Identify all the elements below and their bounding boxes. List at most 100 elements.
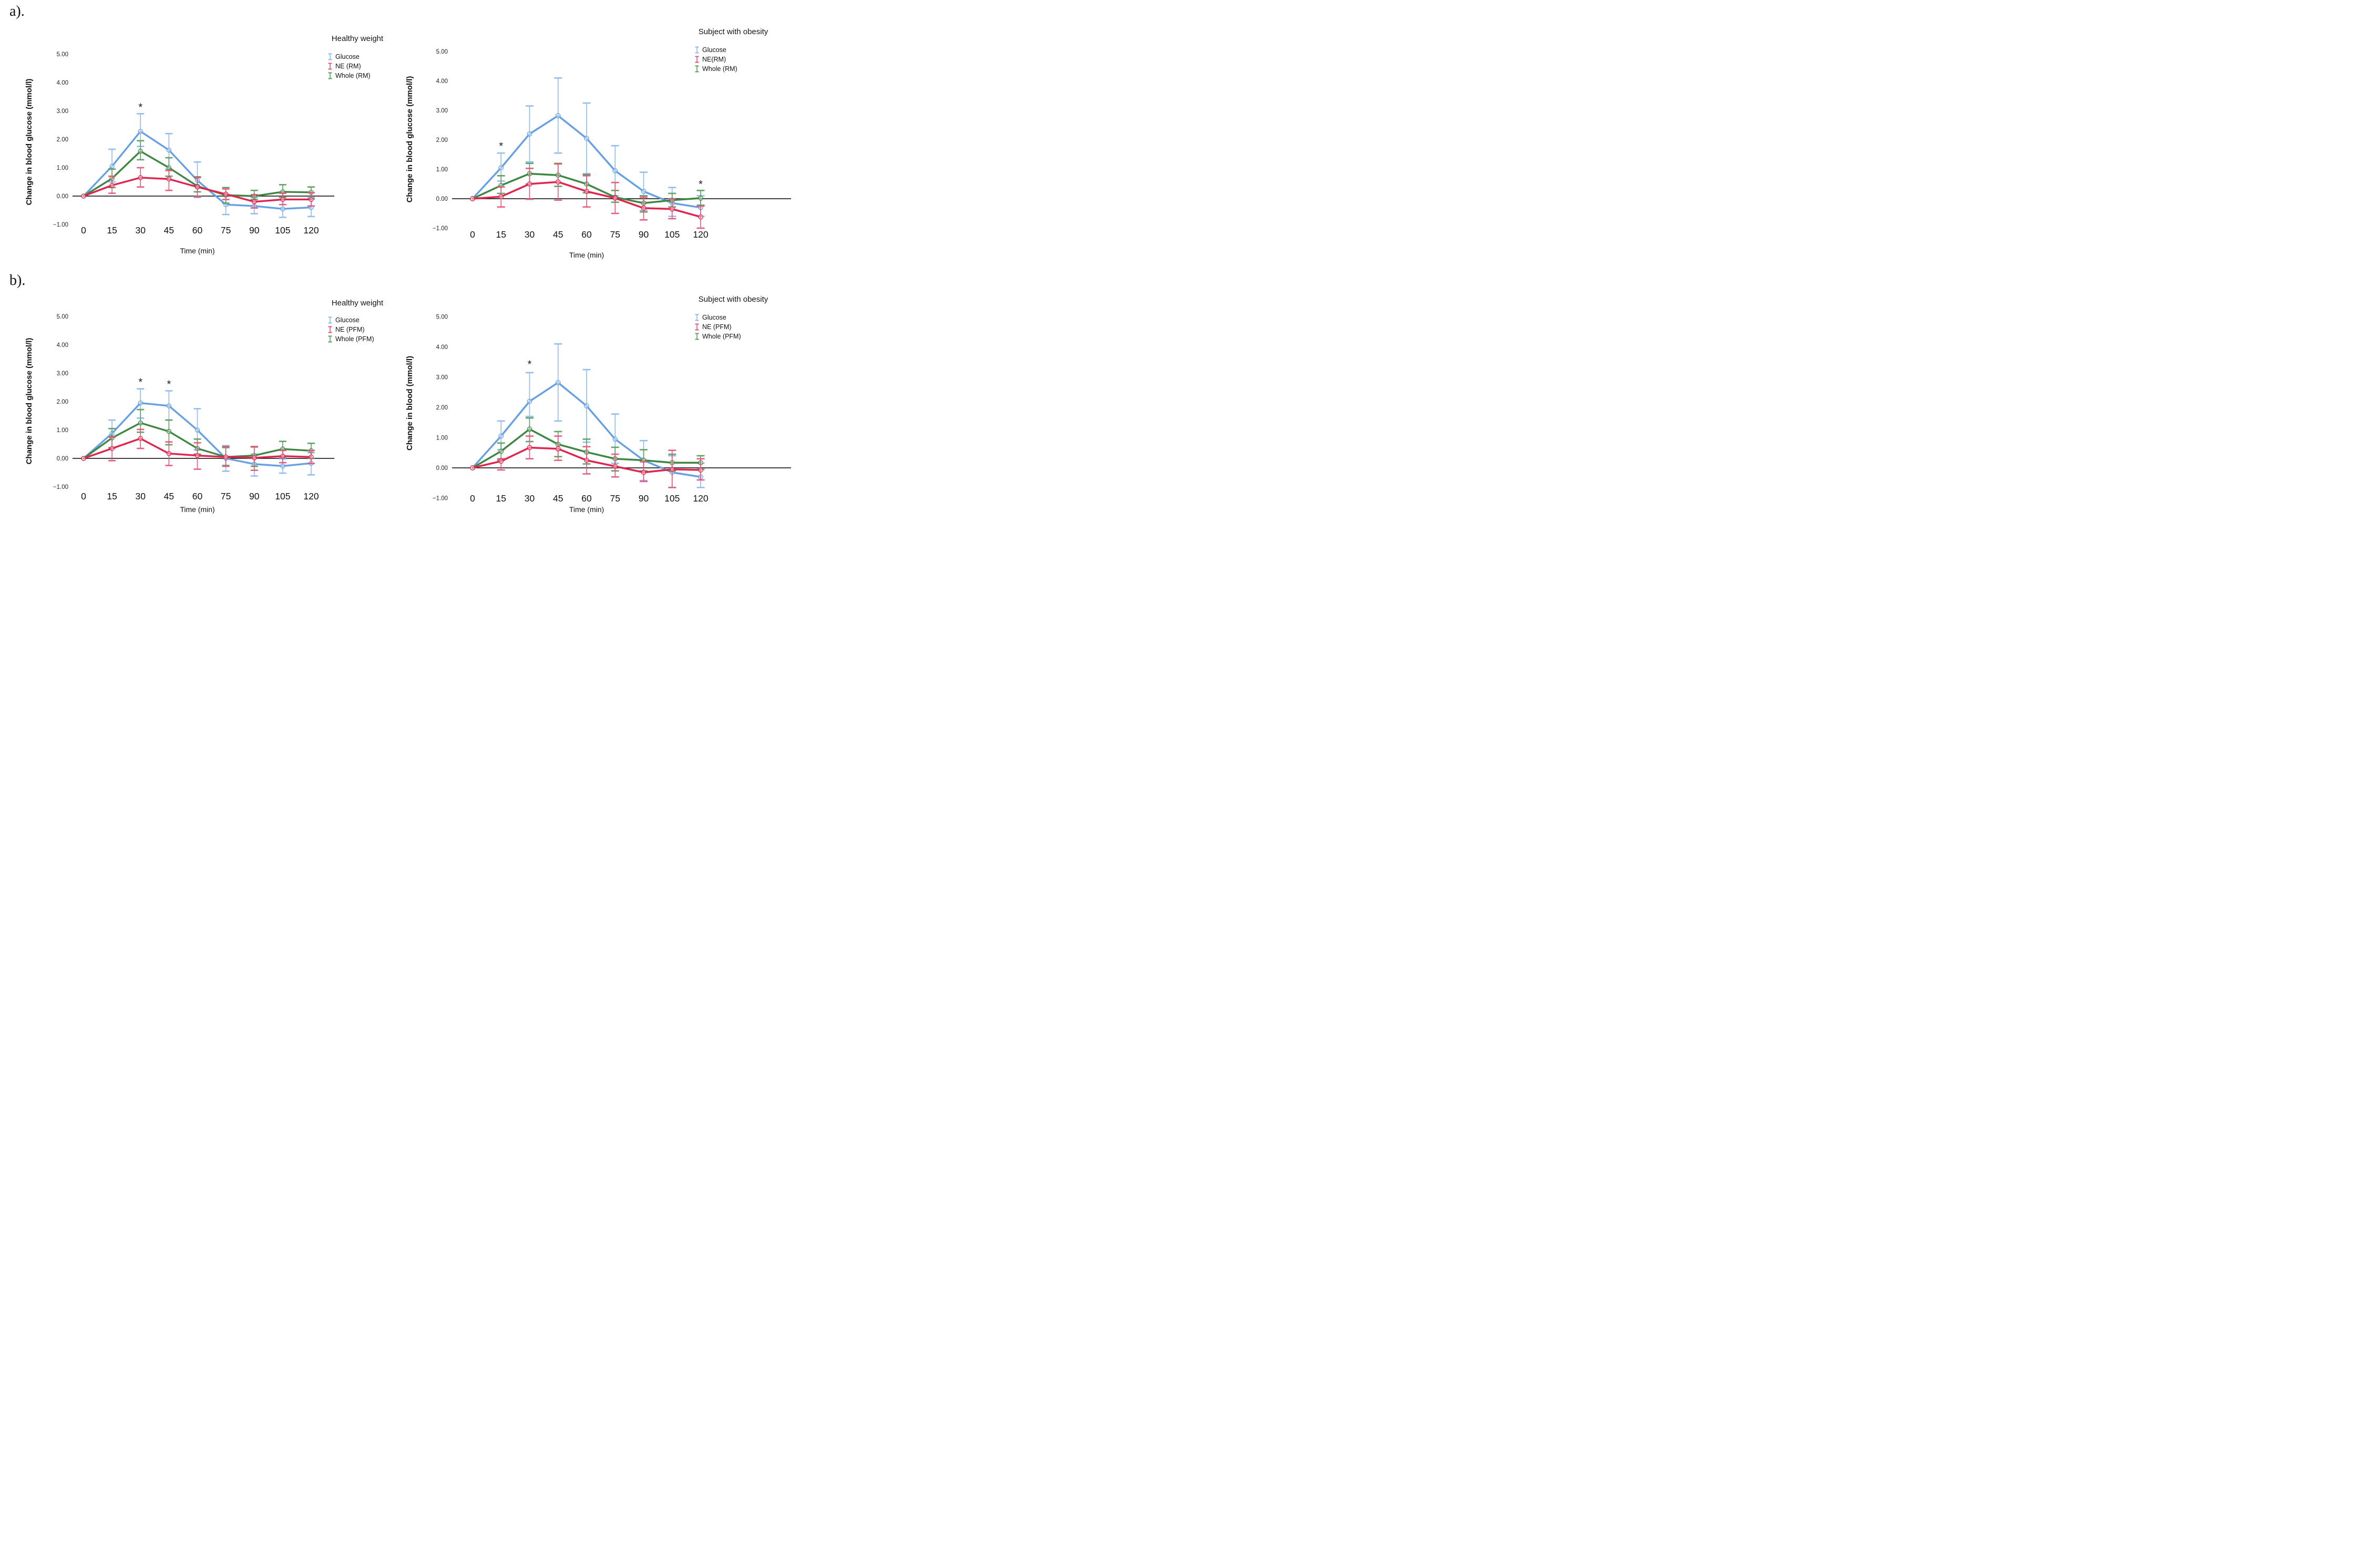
x-tick-label: 30 <box>525 493 535 504</box>
legend-errorbar-icon <box>695 333 699 340</box>
y-tick-label: 0.00 <box>436 465 448 472</box>
data-point-marker <box>498 433 504 439</box>
legend-item-label: Whole (PFM) <box>702 333 741 340</box>
x-tick-label: 15 <box>496 493 506 504</box>
data-point-marker <box>669 206 675 212</box>
x-tick-label: 45 <box>553 229 563 240</box>
data-point-marker <box>470 196 475 201</box>
x-tick-label: 90 <box>639 229 649 240</box>
y-tick-label: 0.00 <box>57 193 68 200</box>
data-point-marker <box>280 206 285 211</box>
legend-errorbar-icon <box>328 72 332 79</box>
x-tick-label: 105 <box>664 229 680 240</box>
legend-item-label: Glucose <box>702 46 726 54</box>
legend-item-label: NE (PFM) <box>702 323 732 331</box>
y-tick-label: 3.00 <box>436 108 448 114</box>
x-tick-label: 90 <box>249 491 260 501</box>
x-tick-label: 15 <box>496 229 506 240</box>
data-point-marker <box>138 401 143 406</box>
y-tick-label: 5.00 <box>436 49 448 55</box>
series-ne-pfm- <box>470 435 705 488</box>
legend-title: Subject with obesity <box>699 27 768 36</box>
x-tick-label: 105 <box>275 225 290 236</box>
data-point-marker <box>252 199 257 204</box>
x-axis-title: Time (min) <box>180 505 214 514</box>
data-point-marker <box>138 420 143 426</box>
data-point-marker <box>498 448 504 454</box>
legend-errorbar-icon <box>328 316 332 324</box>
data-point-marker <box>223 191 229 197</box>
y-axis-title: Change in blood glucose (mmol/l) <box>405 76 414 203</box>
panel-a-label: a). <box>9 3 25 19</box>
x-tick-label: 60 <box>581 229 592 240</box>
legend: Subject with obesity Glucose NE(RM) Whole (… <box>695 27 768 73</box>
x-tick-label: 120 <box>303 491 319 501</box>
x-tick-label: 0 <box>81 225 86 236</box>
y-tick-label: 4.00 <box>57 342 68 349</box>
legend-title: Subject with obesity <box>699 295 768 304</box>
legend-item-label: NE (RM) <box>335 63 361 70</box>
data-point-marker <box>498 458 504 464</box>
legend: Healthy weight Glucose NE (PFM) Whole (PFM) <box>328 299 384 343</box>
legend-title: Healthy weight <box>332 299 384 308</box>
data-point-marker <box>555 380 561 385</box>
y-tick-label: −1.00 <box>53 222 68 228</box>
data-point-marker <box>527 181 532 187</box>
y-tick-label: 0.00 <box>436 196 448 202</box>
chart-canvas: 5.00 4.00 3.00 2.00 1.00 0.00 −1.00 0 15 30 45 60 75… <box>25 299 384 514</box>
data-point-marker <box>138 175 143 180</box>
y-tick-label: 3.00 <box>57 371 68 377</box>
x-axis-title: Time (min) <box>569 251 604 259</box>
x-tick-label: 30 <box>136 225 146 236</box>
data-point-marker <box>612 464 618 469</box>
data-point-marker <box>698 467 703 473</box>
data-point-marker <box>470 465 475 470</box>
chart-a-subject-with-obesity: 5.00 4.00 3.00 2.00 1.00 0.00 −1.00 0 15 30 45 60 75… <box>405 8 793 273</box>
figure-blood-glucose-panels: a). b). 5.00 4.00 3.00 2.00 1.00 0.00 −1.00 0 15… <box>0 0 793 516</box>
legend: Healthy weight Glucose NE (RM) Whole (RM) <box>328 34 384 79</box>
significance-asterisk: * <box>138 102 142 114</box>
legend-errorbar-icon <box>695 56 699 63</box>
data-point-marker <box>641 189 647 194</box>
chart-a-healthy-weight: 5.00 4.00 3.00 2.00 1.00 0.00 −1.00 0 15 30 45 60 75… <box>16 11 407 273</box>
y-tick-label: 2.00 <box>57 399 68 405</box>
legend: Subject with obesity Glucose NE (PFM) Whole… <box>695 295 768 340</box>
data-point-marker <box>584 189 589 194</box>
data-point-marker <box>194 185 200 190</box>
series-ne-pfm- <box>81 428 315 471</box>
legend-errorbar-icon <box>328 326 332 333</box>
data-point-marker <box>612 168 618 173</box>
x-tick-label: 30 <box>136 491 146 501</box>
legend-errorbar-icon <box>695 323 699 331</box>
x-tick-label: 105 <box>664 493 680 504</box>
y-tick-label: 2.00 <box>57 137 68 143</box>
y-tick-label: 4.00 <box>57 80 68 86</box>
y-tick-label: 3.00 <box>436 375 448 381</box>
legend-title: Healthy weight <box>332 34 384 43</box>
y-tick-label: 1.00 <box>436 167 448 173</box>
x-tick-label: 120 <box>693 229 708 240</box>
legend-item-label: Whole (PFM) <box>335 335 374 343</box>
y-tick-label: 1.00 <box>57 427 68 434</box>
data-point-marker <box>280 197 285 202</box>
data-point-marker <box>280 463 285 469</box>
data-point-marker <box>641 469 647 475</box>
x-tick-label: 15 <box>107 225 117 236</box>
data-point-marker <box>555 113 561 118</box>
significance-asterisk: * <box>528 359 532 370</box>
data-point-marker <box>166 429 172 434</box>
data-point-marker <box>584 136 589 141</box>
x-tick-label: 105 <box>275 491 290 501</box>
y-tick-label: 2.00 <box>436 137 448 144</box>
y-axis-title: Change in blood (mmol/l) <box>405 356 414 451</box>
y-tick-label: 5.00 <box>436 314 448 321</box>
x-tick-label: 75 <box>610 493 620 504</box>
data-point-marker <box>584 457 589 463</box>
data-point-marker <box>498 194 504 199</box>
significance-asterisk: * <box>167 379 171 391</box>
series-ne-rm- <box>470 163 705 229</box>
chart-canvas: 5.00 4.00 3.00 2.00 1.00 0.00 −1.00 0 15 30 45 60 75… <box>405 295 791 514</box>
x-axis-title: Time (min) <box>569 505 604 514</box>
x-tick-label: 30 <box>525 229 535 240</box>
legend-errorbar-icon <box>695 314 699 321</box>
